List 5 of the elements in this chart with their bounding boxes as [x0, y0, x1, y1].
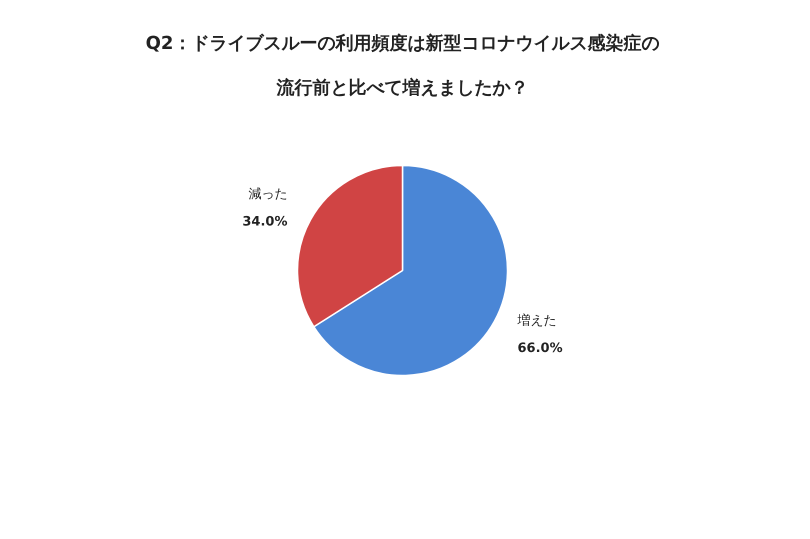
data-label: 34.0% — [242, 214, 288, 230]
slice-label: 減った — [248, 187, 288, 202]
slice-label: 増えた — [516, 312, 557, 329]
chart-title: Q2：ドライブスルーの利用頻度は新型コロナウイルス感染症の流行前と比べて増えましたか？ — [146, 33, 660, 98]
data-label: 66.0% — [518, 340, 563, 356]
